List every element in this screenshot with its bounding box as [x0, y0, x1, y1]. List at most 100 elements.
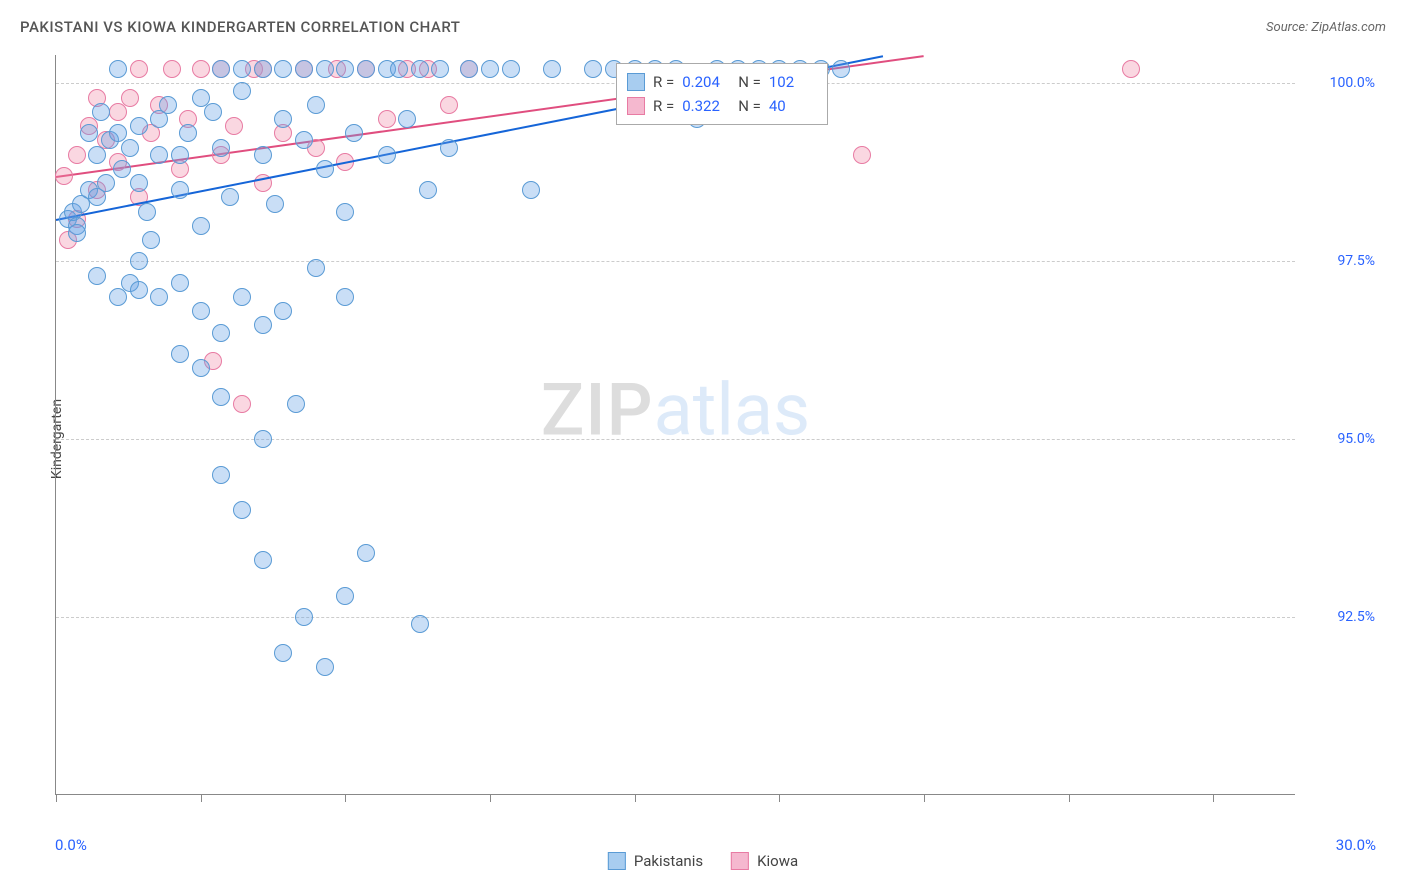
x-tick: [1069, 794, 1070, 802]
data-point: [336, 587, 354, 605]
data-point: [295, 131, 313, 149]
y-tick-label: 95.0%: [1305, 431, 1375, 447]
data-point: [336, 203, 354, 221]
data-point: [204, 103, 222, 121]
stats-row-pakistanis: R =0.204N =102: [627, 70, 817, 94]
data-point: [88, 267, 106, 285]
data-point: [171, 181, 189, 199]
data-point: [109, 60, 127, 78]
data-point: [307, 96, 325, 114]
data-point: [254, 146, 272, 164]
data-point: [254, 551, 272, 569]
data-point: [378, 146, 396, 164]
stats-r-label: R =: [653, 70, 674, 94]
data-point: [274, 110, 292, 128]
data-point: [254, 430, 272, 448]
stats-swatch: [627, 97, 645, 115]
data-point: [419, 181, 437, 199]
data-point: [522, 181, 540, 199]
data-point: [336, 60, 354, 78]
data-point: [233, 82, 251, 100]
data-point: [150, 146, 168, 164]
stats-n-label: N =: [738, 94, 761, 118]
data-point: [159, 96, 177, 114]
data-point: [274, 60, 292, 78]
data-point: [212, 139, 230, 157]
x-tick: [201, 794, 202, 802]
data-point: [390, 60, 408, 78]
x-axis-max-label: 30.0%: [1336, 836, 1376, 854]
stats-row-kiowa: R =0.322N =40: [627, 94, 817, 118]
legend-label-kiowa: Kiowa: [757, 852, 798, 870]
data-point: [543, 60, 561, 78]
data-point: [274, 644, 292, 662]
data-point: [411, 60, 429, 78]
legend-label-pakistanis: Pakistanis: [634, 852, 703, 870]
data-point: [212, 388, 230, 406]
data-point: [336, 288, 354, 306]
data-point: [431, 60, 449, 78]
x-tick: [779, 794, 780, 802]
data-point: [192, 302, 210, 320]
data-point: [171, 345, 189, 363]
data-point: [221, 188, 239, 206]
data-point: [233, 60, 251, 78]
chart-container: Kindergarten ZIPatlas 100.0%97.5%95.0%92…: [55, 55, 1386, 822]
data-point: [233, 501, 251, 519]
gridline: [56, 617, 1295, 618]
data-point: [130, 60, 148, 78]
data-point: [113, 160, 131, 178]
data-point: [92, 103, 110, 121]
data-point: [138, 203, 156, 221]
stats-r-value: 0.322: [682, 94, 730, 118]
stats-n-label: N =: [738, 70, 761, 94]
data-point: [212, 324, 230, 342]
data-point: [1122, 60, 1140, 78]
plot-area: ZIPatlas 100.0%97.5%95.0%92.5%R =0.204N …: [55, 55, 1295, 795]
data-point: [357, 544, 375, 562]
data-point: [88, 146, 106, 164]
x-tick: [56, 794, 57, 802]
legend-swatch-kiowa: [731, 852, 749, 870]
data-point: [254, 316, 272, 334]
data-point: [295, 60, 313, 78]
data-point: [832, 60, 850, 78]
x-tick: [490, 794, 491, 802]
data-point: [109, 288, 127, 306]
data-point: [254, 60, 272, 78]
data-point: [121, 89, 139, 107]
stats-r-value: 0.204: [682, 70, 730, 94]
x-tick: [635, 794, 636, 802]
data-point: [316, 160, 334, 178]
data-point: [68, 224, 86, 242]
data-point: [287, 395, 305, 413]
legend-item-pakistanis: Pakistanis: [608, 852, 703, 870]
data-point: [460, 60, 478, 78]
data-point: [398, 110, 416, 128]
data-point: [481, 60, 499, 78]
data-point: [68, 146, 86, 164]
chart-title: PAKISTANI VS KIOWA KINDERGARTEN CORRELAT…: [20, 18, 460, 36]
data-point: [55, 167, 73, 185]
data-point: [80, 124, 98, 142]
data-point: [316, 658, 334, 676]
data-point: [411, 615, 429, 633]
stats-n-value: 40: [769, 94, 817, 118]
data-point: [163, 60, 181, 78]
data-point: [316, 60, 334, 78]
data-point: [378, 110, 396, 128]
data-point: [225, 117, 243, 135]
data-point: [130, 117, 148, 135]
data-point: [274, 302, 292, 320]
gridline: [56, 261, 1295, 262]
data-point: [853, 146, 871, 164]
data-point: [130, 174, 148, 192]
data-point: [142, 231, 160, 249]
legend: Pakistanis Kiowa: [608, 852, 798, 870]
source-label: Source: ZipAtlas.com: [1266, 20, 1386, 35]
x-tick: [924, 794, 925, 802]
data-point: [130, 281, 148, 299]
stats-swatch: [627, 73, 645, 91]
y-tick-label: 92.5%: [1305, 609, 1375, 625]
data-point: [266, 195, 284, 213]
